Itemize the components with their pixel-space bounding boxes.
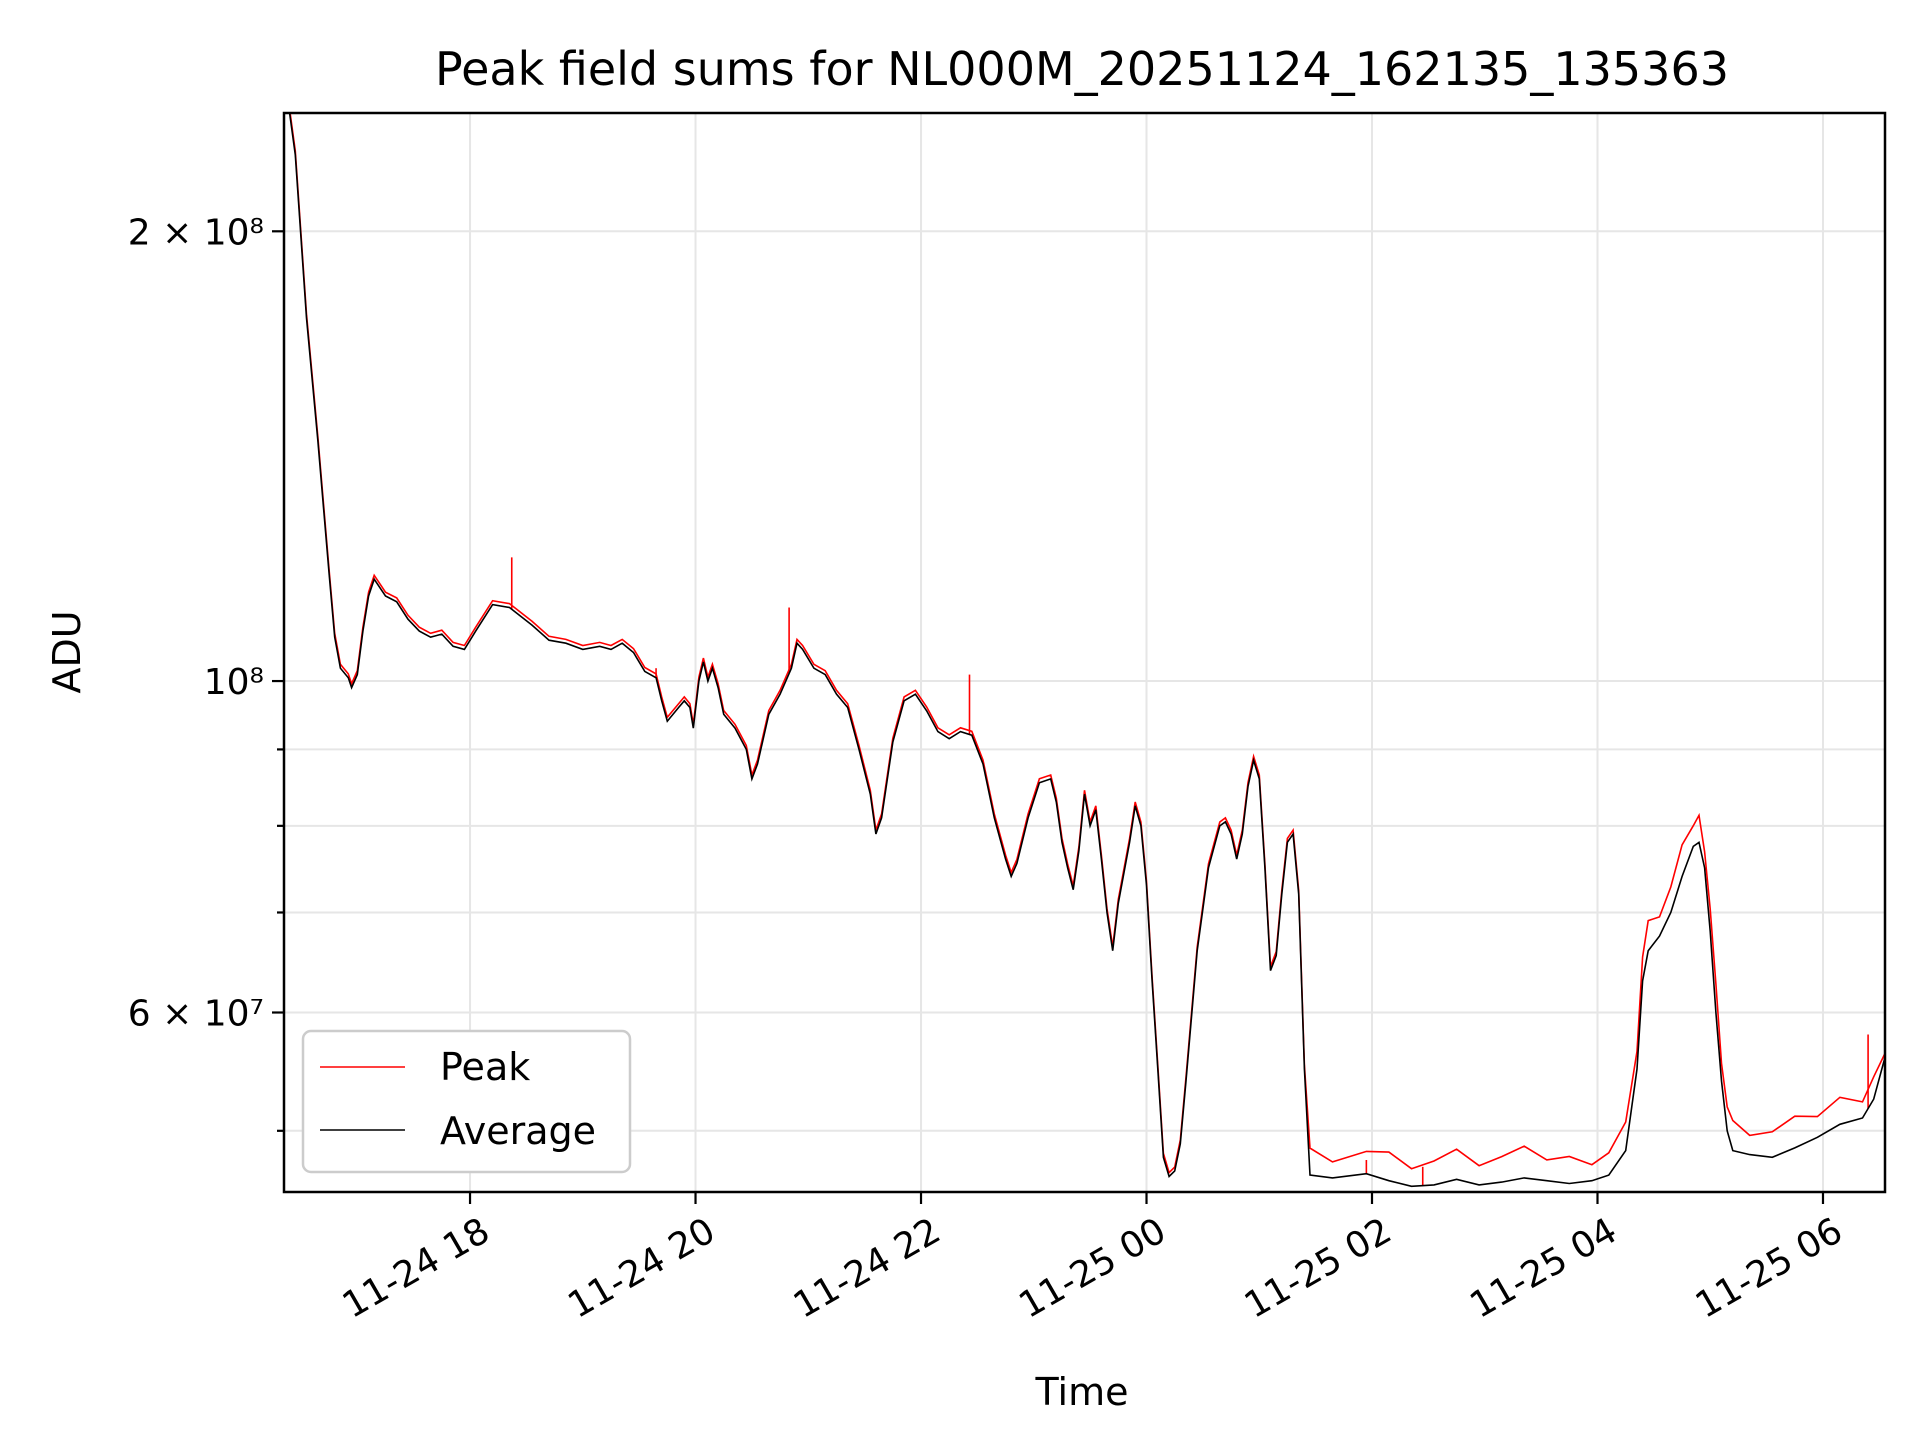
x-tick-label: 11-25 06 — [1689, 1210, 1850, 1326]
legend-average-label: Average — [440, 1109, 596, 1153]
legend-peak-label: Peak — [440, 1045, 530, 1089]
plot-frame — [282, 111, 1887, 1194]
x-tick-label: 11-25 04 — [1463, 1210, 1624, 1326]
series-average-line — [288, 113, 1885, 1188]
x-axis-label: Time — [1035, 1370, 1129, 1414]
y-tick-label: 2 × 10⁸ — [128, 212, 264, 253]
x-tick-label: 11-24 18 — [336, 1210, 497, 1326]
x-tick-label: 11-24 20 — [561, 1210, 722, 1326]
chart-title: Peak field sums for NL000M_20251124_1621… — [435, 42, 1729, 96]
y-tick-label: 6 × 10⁷ — [128, 994, 264, 1035]
plot-area — [288, 113, 1885, 1188]
y-axis-label: ADU — [45, 610, 89, 693]
y-tick-label: 10⁸ — [204, 662, 264, 703]
legend: Peak Average — [301, 1029, 632, 1174]
x-tick-label: 11-24 22 — [787, 1210, 948, 1326]
x-tick-label: 11-25 02 — [1238, 1210, 1399, 1326]
x-tick-label: 11-25 00 — [1012, 1210, 1173, 1326]
